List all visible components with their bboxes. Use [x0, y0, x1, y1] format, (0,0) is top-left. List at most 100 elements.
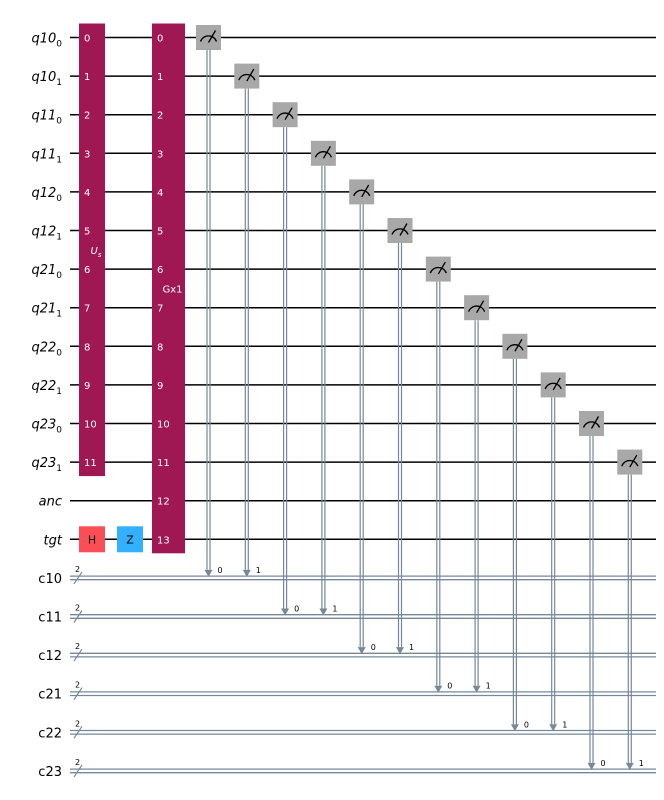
- classical-wire-size: 2: [75, 565, 80, 574]
- gate-qubit-index: 1: [157, 72, 163, 83]
- gate-label: Gx1: [162, 284, 182, 295]
- measure-bit-index: 0: [218, 566, 223, 575]
- meter-arc: [276, 112, 294, 119]
- gate-qubit-index: 4: [84, 188, 90, 199]
- measure-arrow: [587, 762, 596, 770]
- gate-qubit-index: 5: [157, 227, 163, 238]
- measure-bit-index: 0: [524, 720, 529, 729]
- measure-arrow: [434, 685, 443, 693]
- meter-arc: [429, 266, 447, 274]
- meter-arc: [506, 344, 524, 351]
- gate-qubit-index: 6: [84, 265, 90, 276]
- measure-arrow: [242, 569, 251, 577]
- wire-label: tgt: [44, 533, 63, 548]
- classical-bus-slash: [73, 571, 83, 585]
- measure-bit-index: 1: [562, 720, 567, 729]
- classical-wire-size: 2: [75, 681, 80, 690]
- measure-bit-index: 1: [256, 566, 261, 575]
- wire-label: q230: [31, 418, 62, 436]
- meter-arc: [353, 189, 371, 197]
- wire-label: q231: [31, 456, 62, 474]
- meter-needle: [514, 338, 523, 352]
- meter-arc: [582, 421, 601, 428]
- meter-needle: [590, 416, 600, 429]
- meter-arc: [199, 35, 218, 42]
- wire-label: q211: [31, 302, 62, 320]
- wire-labels-layer: q100 q101 q110 q111 q120 q121 q210 q211 q220 q221…: [31, 32, 80, 780]
- meter-needle: [476, 300, 485, 314]
- classical-wire-label: c21: [38, 688, 62, 703]
- measure-gate: [464, 295, 490, 321]
- meter-needle: [246, 68, 255, 82]
- gate-qubit-index: 1: [84, 72, 90, 83]
- measure-bit-index: 0: [371, 643, 376, 652]
- measure-gate: [579, 411, 604, 436]
- gate-qubit-index: 4: [157, 188, 163, 199]
- gate-qubit-index: 9: [157, 381, 163, 392]
- gate-qubit-index: 10: [84, 420, 97, 431]
- measure-bit-index: 1: [409, 643, 414, 652]
- measure-arrow: [396, 647, 404, 655]
- classical-bus-slash: [73, 764, 83, 778]
- measure-gate: [502, 333, 528, 359]
- gate-qubit-index: 11: [157, 458, 170, 469]
- meter-needle: [207, 30, 217, 43]
- gate-label: H: [88, 533, 96, 546]
- measure-gate: [234, 63, 260, 89]
- gate-qubit-index: 2: [157, 111, 163, 122]
- meter-arc: [544, 382, 562, 390]
- wire-label: q100: [31, 32, 62, 50]
- meter-needle: [437, 261, 446, 275]
- gate-qubit-index: 2: [84, 111, 90, 122]
- gate-qubit-index: 3: [84, 149, 90, 160]
- measure-gate: [349, 179, 375, 205]
- h-gate: [79, 526, 105, 553]
- measure-arrow: [472, 685, 481, 693]
- us-gate: [79, 23, 105, 477]
- gate-qubit-index: 8: [84, 342, 90, 353]
- measure-bit-index: 1: [639, 759, 644, 768]
- measure-gate: [425, 256, 451, 282]
- gate-qubit-index: 3: [157, 149, 163, 160]
- classical-bus-slash: [73, 725, 83, 739]
- meter-arc: [467, 305, 486, 312]
- measure-bit-index: 0: [447, 682, 452, 691]
- gate-qubit-index: 7: [84, 304, 90, 315]
- wire-label: q110: [31, 109, 62, 127]
- wire-label: q220: [31, 340, 62, 358]
- gate-label: Us: [91, 246, 102, 259]
- gate-qubit-index: 9: [84, 381, 90, 392]
- measure-arrow: [357, 647, 366, 655]
- classical-bus-slash: [73, 648, 83, 662]
- classical-wire-size: 2: [75, 758, 80, 767]
- measure-gate: [272, 102, 298, 128]
- wire-label: q221: [31, 379, 62, 397]
- gate-qubit-index: 11: [84, 458, 97, 469]
- measure-bit-index: 0: [601, 759, 606, 768]
- gate-qubit-index: 7: [157, 304, 163, 315]
- meter-arc: [621, 459, 639, 467]
- classical-wire-label: c22: [38, 726, 62, 741]
- classical-wire-size: 2: [75, 604, 80, 613]
- measurements-layer: 0 1 0 1 0 1 0 1 0 1 0 1: [196, 25, 644, 770]
- measure-arrow: [204, 569, 213, 577]
- gx1-gate: [152, 23, 185, 554]
- measure-bit-index: 1: [486, 682, 491, 691]
- meter-needle: [399, 223, 408, 236]
- measure-bit-index: 0: [294, 605, 299, 614]
- classical-wire-label: c11: [38, 611, 62, 626]
- gate-qubit-index: 12: [157, 497, 170, 508]
- measure-arrow: [625, 762, 634, 770]
- measure-gate: [540, 372, 566, 398]
- measure-gate: [310, 140, 336, 166]
- gate-qubit-index: 5: [84, 227, 90, 238]
- measure-arrow: [319, 608, 328, 616]
- classical-bus-slash: [73, 687, 83, 701]
- classical-wire-label: c23: [38, 765, 62, 780]
- wire-label: anc: [39, 495, 62, 510]
- measure-gate: [387, 218, 413, 243]
- meter-arc: [391, 228, 409, 235]
- wire-label: q120: [31, 186, 62, 204]
- gate-qubit-index: 0: [84, 34, 90, 45]
- classical-bus-slash: [73, 610, 83, 623]
